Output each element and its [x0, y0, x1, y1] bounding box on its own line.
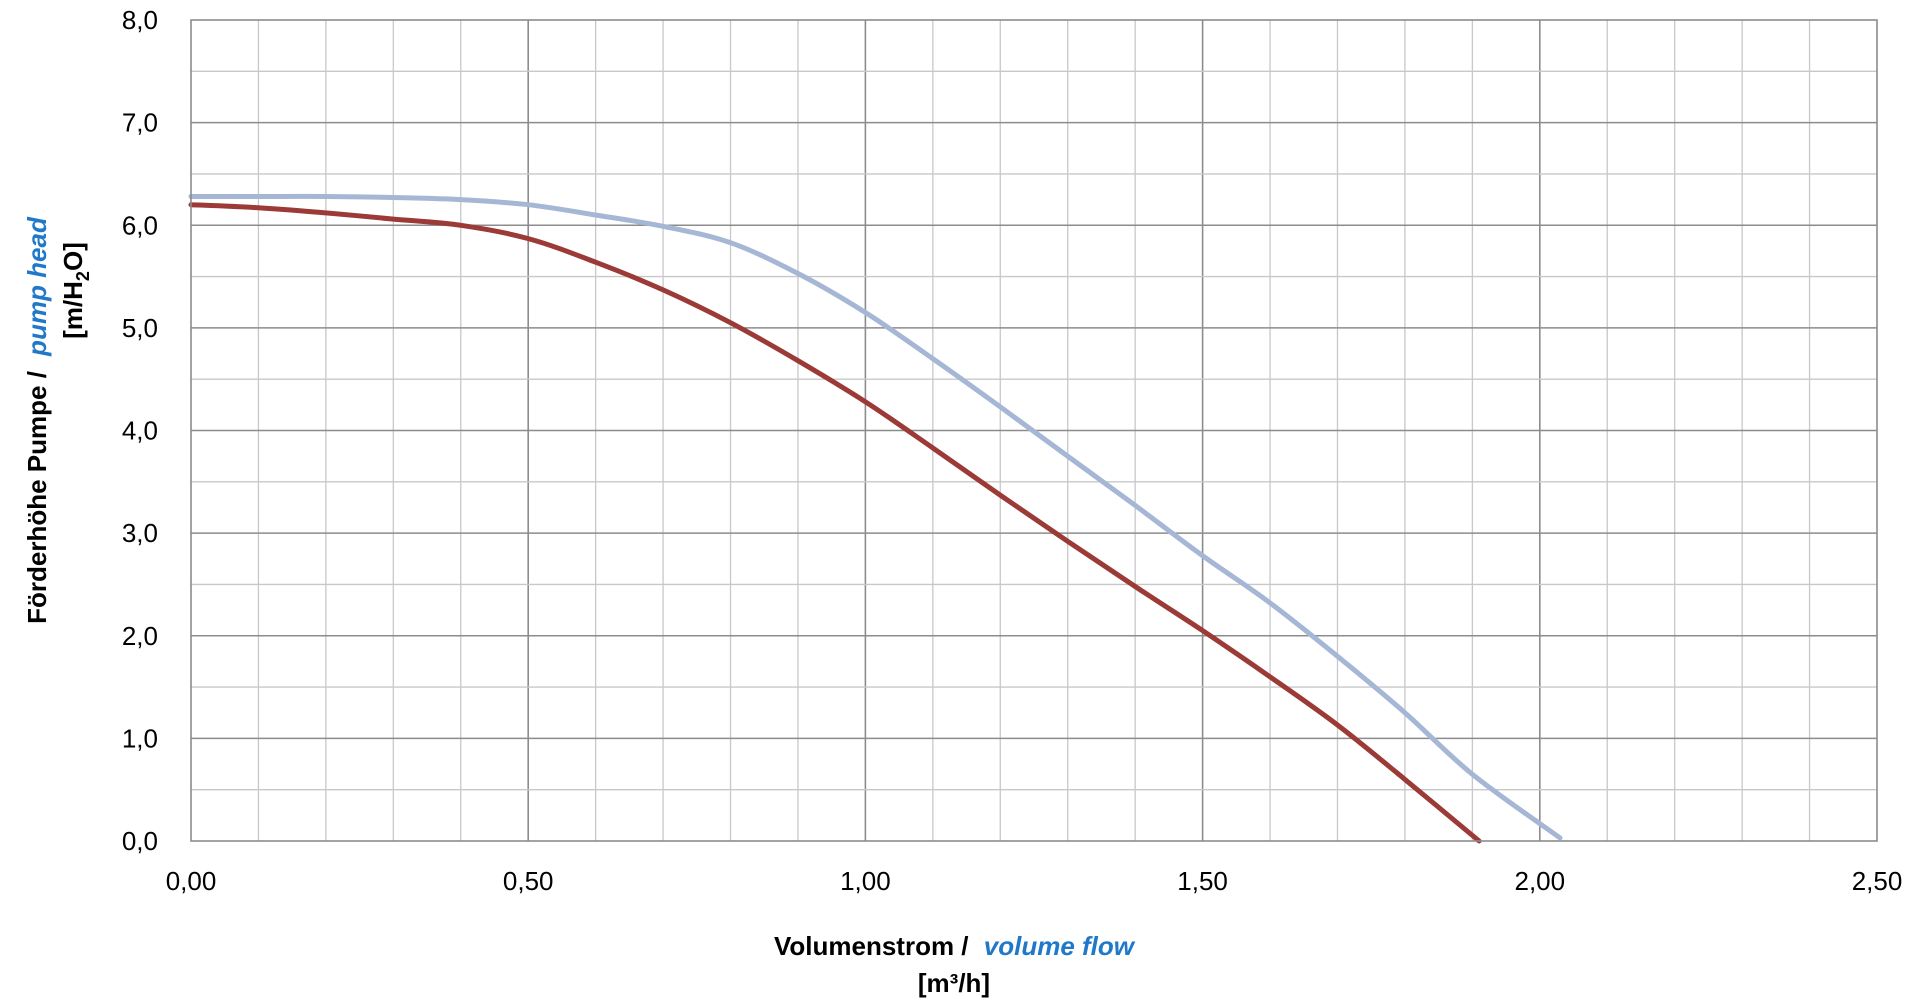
y-tick-label: 1,0 — [122, 723, 158, 753]
y-axis-title-de: Förderhöhe Pumpe / — [22, 371, 52, 624]
y-tick-label: 5,0 — [122, 313, 158, 343]
y-axis-unit-suffix: O] — [58, 242, 88, 271]
y-tick-label: 6,0 — [122, 210, 158, 240]
chart-series — [191, 196, 1560, 841]
x-axis-title-de: Volumenstrom / — [774, 931, 969, 961]
series-line-1 — [191, 196, 1560, 837]
x-tick-label: 1,50 — [1177, 866, 1228, 896]
x-tick-label: 2,00 — [1514, 866, 1565, 896]
y-axis-unit: [m/H2O] — [58, 242, 93, 339]
x-axis-title-en: volume flow — [984, 931, 1136, 961]
x-tick-label: 1,00 — [840, 866, 891, 896]
x-tick-label: 2,50 — [1852, 866, 1903, 896]
y-tick-label: 3,0 — [122, 518, 158, 548]
x-tick-label: 0,50 — [503, 866, 554, 896]
y-tick-label: 0,0 — [122, 826, 158, 856]
y-tick-label: 4,0 — [122, 416, 158, 446]
y-axis-ticks: 0,0 1,0 2,0 3,0 4,0 5,0 6,0 7,0 8,0 — [122, 5, 158, 856]
x-axis-title: Volumenstrom / volume flow — [774, 931, 1136, 961]
y-axis-unit-subscript: 2 — [73, 271, 93, 281]
x-tick-label: 0,00 — [166, 866, 217, 896]
y-tick-label: 2,0 — [122, 621, 158, 651]
y-tick-label: 8,0 — [122, 5, 158, 35]
y-axis-unit-prefix: [m/H — [58, 281, 88, 339]
x-axis-unit: [m³/h] — [918, 968, 990, 998]
y-axis-title: Förderhöhe Pumpe / pump head — [22, 216, 52, 624]
series-line-2 — [191, 205, 1479, 841]
y-tick-label: 7,0 — [122, 108, 158, 138]
y-axis-title-en: pump head — [22, 216, 52, 357]
x-axis-ticks: 0,00 0,50 1,00 1,50 2,00 2,50 — [166, 866, 1903, 896]
